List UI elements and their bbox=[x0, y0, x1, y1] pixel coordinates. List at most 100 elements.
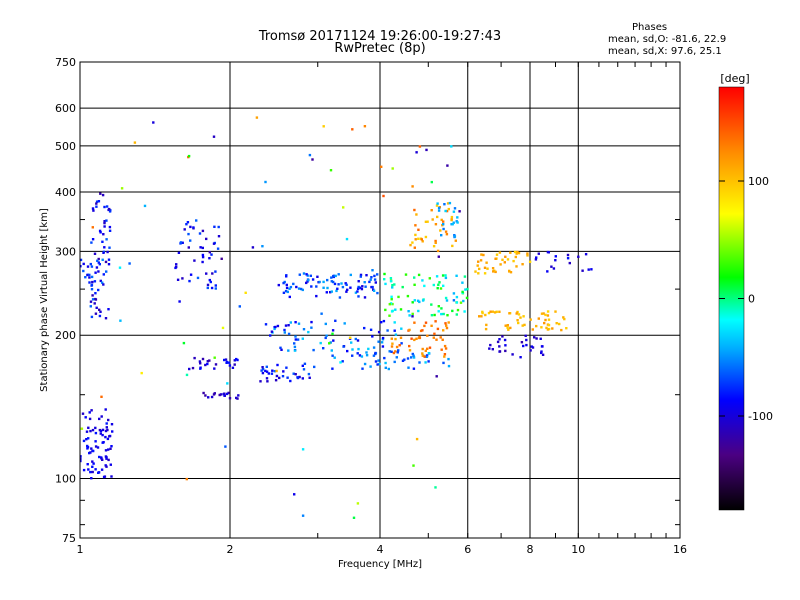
data-point bbox=[418, 361, 421, 364]
grid-lines bbox=[80, 62, 680, 538]
data-point bbox=[427, 360, 430, 363]
data-point bbox=[307, 330, 310, 334]
data-point bbox=[461, 290, 464, 294]
data-point bbox=[81, 412, 85, 415]
data-point bbox=[98, 308, 101, 311]
data-point bbox=[189, 273, 193, 276]
data-point bbox=[103, 221, 106, 225]
data-point bbox=[413, 283, 416, 286]
data-point bbox=[444, 276, 448, 280]
data-point bbox=[94, 426, 97, 430]
data-point bbox=[551, 327, 554, 330]
data-point bbox=[189, 239, 192, 242]
data-point bbox=[485, 323, 488, 327]
data-point bbox=[98, 314, 102, 318]
data-point bbox=[111, 430, 114, 433]
data-point bbox=[519, 316, 522, 319]
data-point bbox=[106, 250, 109, 254]
data-point bbox=[119, 319, 122, 322]
data-point bbox=[446, 164, 449, 167]
data-point bbox=[414, 238, 417, 241]
data-point bbox=[408, 328, 411, 332]
data-point bbox=[370, 276, 373, 279]
data-point bbox=[498, 345, 501, 348]
data-point bbox=[351, 354, 354, 357]
data-point bbox=[199, 246, 202, 249]
data-point bbox=[534, 258, 538, 261]
data-point bbox=[103, 246, 106, 249]
data-point bbox=[82, 269, 85, 273]
data-point bbox=[91, 238, 95, 241]
data-point bbox=[175, 263, 178, 266]
data-point bbox=[269, 334, 272, 337]
data-point bbox=[260, 369, 263, 372]
data-point bbox=[359, 273, 363, 277]
data-point bbox=[384, 366, 387, 369]
data-point bbox=[221, 326, 225, 330]
data-point bbox=[388, 314, 391, 317]
data-point bbox=[412, 354, 415, 357]
y-axis-ticks: 75 100 200 300 400 500 600 750 bbox=[55, 56, 680, 545]
data-point bbox=[397, 349, 400, 352]
data-point bbox=[330, 290, 333, 293]
data-point bbox=[423, 324, 426, 328]
data-point bbox=[443, 344, 447, 348]
data-point bbox=[421, 240, 424, 243]
data-point bbox=[563, 317, 566, 321]
data-point bbox=[397, 295, 400, 299]
data-point bbox=[363, 326, 366, 330]
data-point bbox=[228, 364, 232, 367]
data-point bbox=[478, 267, 481, 271]
data-point bbox=[97, 200, 101, 203]
data-point bbox=[107, 418, 110, 422]
data-point bbox=[99, 231, 102, 234]
data-point bbox=[452, 292, 456, 295]
data-point bbox=[110, 423, 114, 426]
data-point bbox=[415, 213, 418, 216]
data-point bbox=[474, 270, 477, 273]
data-point bbox=[434, 223, 438, 226]
data-point bbox=[525, 343, 528, 347]
data-point bbox=[577, 255, 580, 258]
data-point bbox=[187, 232, 190, 236]
data-point bbox=[546, 314, 550, 317]
y-tick-label: 500 bbox=[55, 140, 76, 153]
data-point bbox=[204, 394, 207, 397]
data-point bbox=[376, 363, 379, 366]
data-point bbox=[381, 345, 385, 348]
data-point bbox=[325, 291, 328, 294]
data-point bbox=[391, 309, 394, 313]
data-point bbox=[487, 311, 491, 315]
data-point bbox=[506, 258, 510, 261]
data-point bbox=[311, 158, 314, 161]
data-point bbox=[261, 368, 265, 371]
data-point bbox=[102, 441, 105, 444]
data-point bbox=[408, 314, 411, 317]
data-point bbox=[216, 247, 220, 250]
data-point bbox=[287, 332, 291, 336]
colorbar-tick-label: 0 bbox=[748, 293, 755, 306]
data-point bbox=[213, 367, 216, 370]
data-point bbox=[339, 361, 342, 364]
data-point bbox=[201, 246, 204, 250]
data-point bbox=[365, 354, 369, 357]
data-point bbox=[93, 252, 97, 255]
data-point bbox=[445, 233, 449, 236]
data-point bbox=[494, 257, 497, 260]
data-point bbox=[390, 350, 393, 353]
data-point bbox=[495, 310, 498, 313]
data-point bbox=[513, 250, 517, 254]
data-point bbox=[90, 477, 93, 480]
data-point bbox=[369, 328, 373, 331]
data-point bbox=[418, 336, 422, 340]
data-point bbox=[434, 320, 437, 323]
data-point bbox=[89, 305, 92, 308]
data-point bbox=[450, 145, 453, 148]
data-point bbox=[214, 270, 217, 273]
data-point bbox=[108, 207, 111, 211]
data-point bbox=[88, 276, 91, 279]
data-point bbox=[453, 207, 457, 210]
data-point bbox=[237, 394, 240, 397]
data-point bbox=[526, 252, 529, 255]
data-point bbox=[409, 243, 412, 247]
